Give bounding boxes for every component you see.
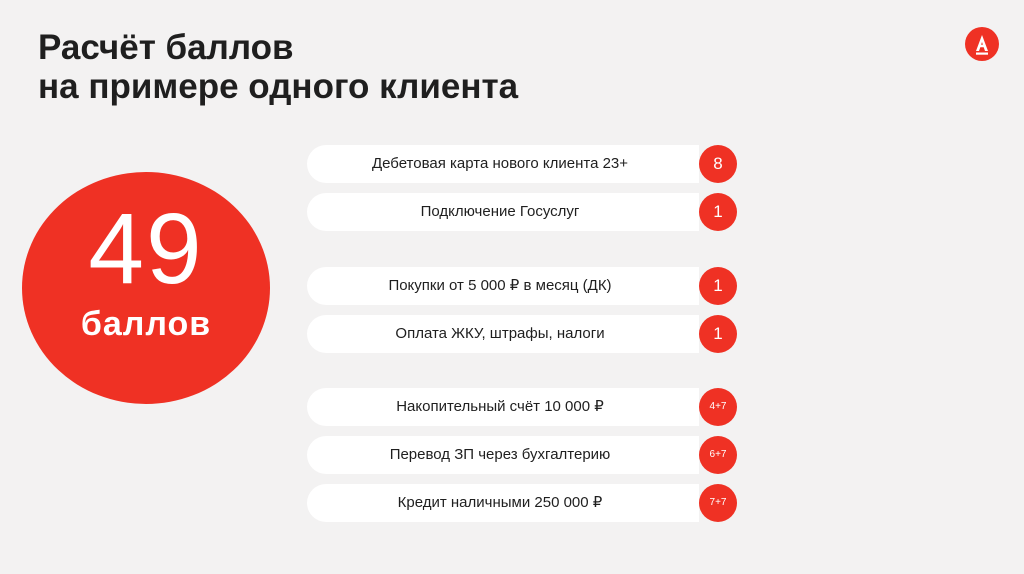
- list-item: Подключение Госуслуг 1: [307, 193, 737, 231]
- list-item-label: Оплата ЖКУ, штрафы, налоги: [307, 315, 699, 353]
- points-badge: 4+7: [699, 388, 737, 426]
- list-item-label: Кредит наличными 250 000 ₽: [307, 484, 699, 522]
- list-item: Накопительный счёт 10 000 ₽ 4+7: [307, 388, 737, 426]
- list-item: Покупки от 5 000 ₽ в месяц (ДК) 1: [307, 267, 737, 305]
- list-item-label: Подключение Госуслуг: [307, 193, 699, 231]
- points-badge: 1: [699, 193, 737, 231]
- points-badge: 7+7: [699, 484, 737, 522]
- page-title-line-2: на примере одного клиента: [38, 67, 519, 106]
- total-points-unit: баллов: [80, 305, 212, 343]
- list-item-label: Дебетовая карта нового клиента 23+: [307, 145, 699, 183]
- list-item: Перевод ЗП через бухгалтерию 6+7: [307, 436, 737, 474]
- list-item-label: Накопительный счёт 10 000 ₽: [307, 388, 699, 426]
- points-badge: 6+7: [699, 436, 737, 474]
- list-item-label: Перевод ЗП через бухгалтерию: [307, 436, 699, 474]
- alfa-bank-logo: [965, 27, 999, 61]
- list-item: Кредит наличными 250 000 ₽ 7+7: [307, 484, 737, 522]
- points-badge: 1: [699, 315, 737, 353]
- page-title-line-1: Расчёт баллов: [38, 28, 294, 67]
- points-badge: 8: [699, 145, 737, 183]
- points-badge: 1: [699, 267, 737, 305]
- total-points-value: 49: [88, 193, 204, 305]
- page-title: Расчёт баллов на примере одного клиента: [38, 28, 518, 106]
- alfa-letter-icon: [976, 35, 988, 55]
- list-item-label: Покупки от 5 000 ₽ в месяц (ДК): [307, 267, 699, 305]
- total-points-circle: 49 баллов: [22, 172, 270, 404]
- list-item: Оплата ЖКУ, штрафы, налоги 1: [307, 315, 737, 353]
- list-item: Дебетовая карта нового клиента 23+ 8: [307, 145, 737, 183]
